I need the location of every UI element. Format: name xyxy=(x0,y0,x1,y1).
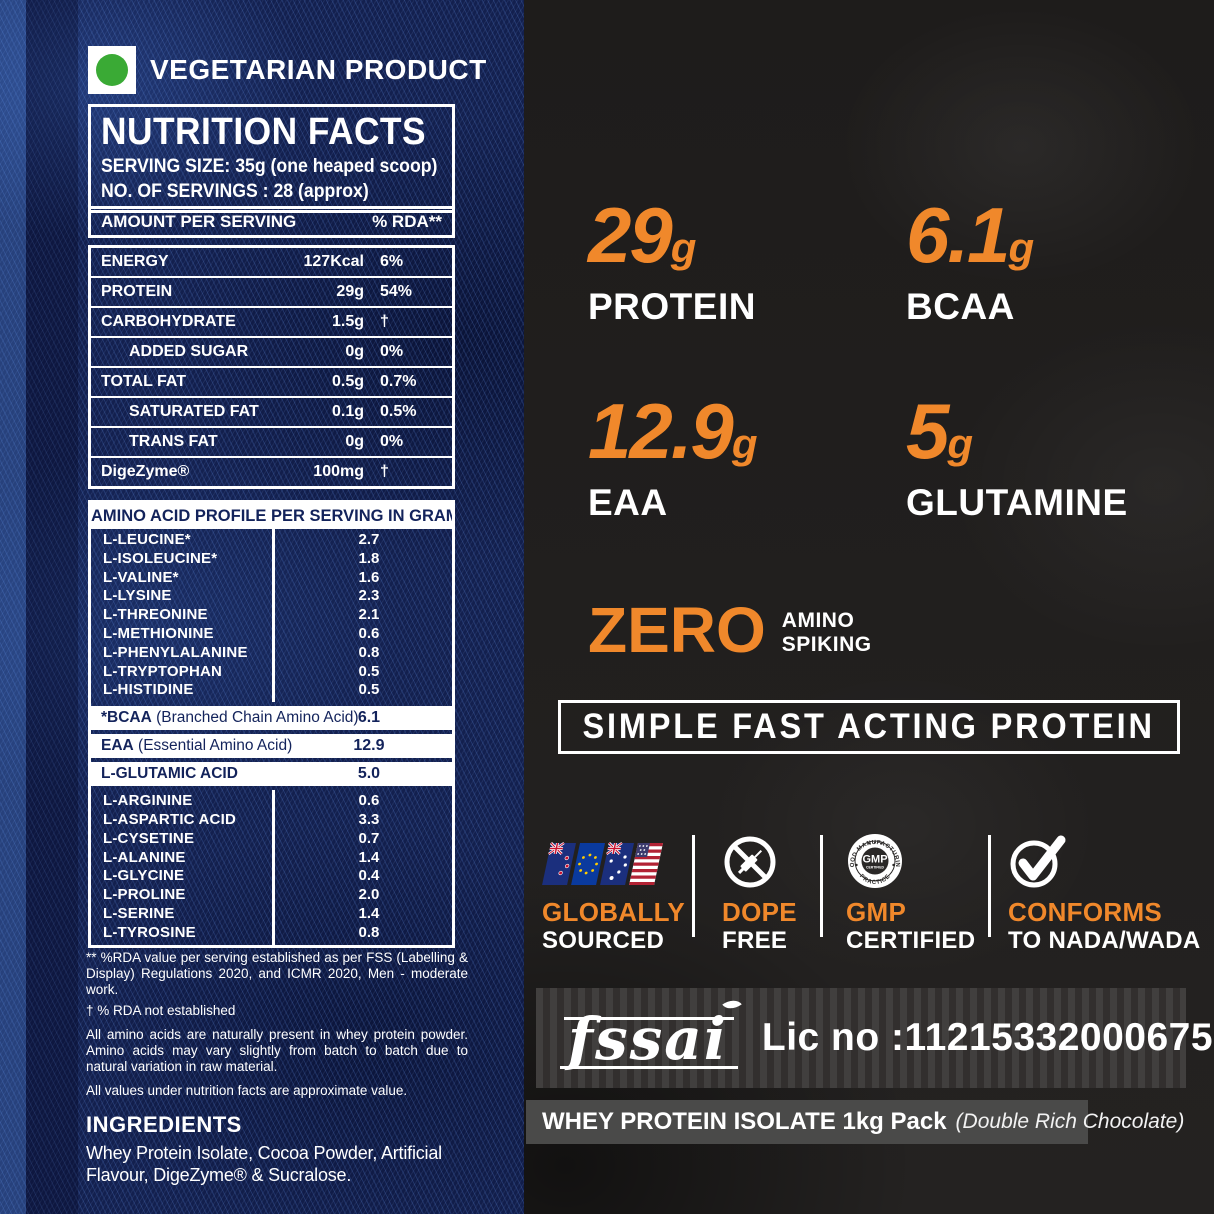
table-row-trans-fat: TRANS FAT 0g 0% xyxy=(91,428,452,458)
nutrition-facts-title: NUTRITION FACTS xyxy=(101,111,427,153)
stat-label: EAA xyxy=(588,482,668,523)
check-icon xyxy=(1008,832,1200,890)
vegetarian-mark xyxy=(88,46,136,94)
amino-row: L-LYSINE 2.3 xyxy=(103,587,380,605)
table-row-total-fat: TOTAL FAT 0.5g 0.7% xyxy=(91,368,452,398)
gmp-seal-icon: GOOD MANUFACTURING PRACTICE GMP CERTIFIE… xyxy=(846,832,975,890)
denim-panel: VEGETARIAN PRODUCT NUTRITION FACTS SERVI… xyxy=(0,0,524,1214)
ingredients-text: Whey Protein Isolate, Cocoa Powder, Arti… xyxy=(86,1142,442,1186)
product-bar: WHEY PROTEIN ISOLATE 1kg Pack (Double Ri… xyxy=(526,1100,1184,1144)
amino-row: L-METHIONINE 0.6 xyxy=(103,624,380,642)
ingredients-title: INGREDIENTS xyxy=(86,1111,242,1137)
stat-value: 5g xyxy=(906,387,974,475)
amino-row: L-PROLINE 2.0 xyxy=(103,886,380,904)
nutrition-facts-box: NUTRITION FACTS SERVING SIZE: 35g (one h… xyxy=(88,104,455,213)
stat-label: BCAA xyxy=(906,286,1015,327)
badge-separator xyxy=(820,835,823,937)
footnote-rda: ** %RDA value per serving established as… xyxy=(86,950,468,998)
zero-sub-label: AMINO SPIKING xyxy=(781,609,872,657)
amino-summary-bcaa: *BCAA (Branched Chain Amino Acid) 6.1 xyxy=(91,706,452,731)
amino-row: L-TRYPTOPHAN 0.5 xyxy=(103,662,380,680)
badge-globally-sourced: GLOBALLY SOURCED xyxy=(542,832,685,955)
amino-row: L-SERINE 1.4 xyxy=(103,904,380,922)
amino-row: L-CYSETINE 0.7 xyxy=(103,829,380,847)
stat-label: PROTEIN xyxy=(588,286,756,327)
stat-bcaa: 6.1g BCAA xyxy=(906,196,1034,328)
amino-summary-glutamic: L-GLUTAMIC ACID 5.0 xyxy=(91,762,452,787)
amino-row: L-ARGININE 0.6 xyxy=(103,792,380,810)
amino-acid-box: AMINO ACID PROFILE PER SERVING IN GRAMS … xyxy=(88,500,455,948)
nutrition-table: ENERGY 127Kcal 6% PROTEIN 29g 54% CARBOH… xyxy=(88,245,455,489)
amino-row: L-TYROSINE 0.8 xyxy=(103,923,380,941)
servings-count: NO. OF SERVINGS : 28 (approx) xyxy=(101,181,369,202)
badge-gmp-certified: GOOD MANUFACTURING PRACTICE GMP CERTIFIE… xyxy=(846,832,975,955)
badge-conforms-nada-wada: CONFORMS TO NADA/WADA xyxy=(1008,832,1200,955)
amino-row: L-HISTIDINE 0.5 xyxy=(103,681,380,699)
product-name: WHEY PROTEIN ISOLATE 1kg Pack xyxy=(542,1108,947,1135)
stat-glutamine: 5g GLUTAMINE xyxy=(906,392,1128,524)
table-row-digezyme: DigeZyme® 100mg † xyxy=(101,463,389,480)
footnote-variation: All amino acids are naturally present in… xyxy=(86,1026,468,1075)
col-amount-per-serving: AMOUNT PER SERVING xyxy=(101,212,297,231)
amino-row: L-LEUCINE* 2.7 xyxy=(103,531,380,548)
amino-acid-title: AMINO ACID PROFILE PER SERVING IN GRAMS xyxy=(91,503,452,529)
serving-size: SERVING SIZE: 35g (one heaped scoop) xyxy=(101,156,438,177)
footnote-dagger: † % RDA not established xyxy=(86,1002,236,1018)
stat-protein: 29g PROTEIN xyxy=(588,196,756,328)
footnotes: ** %RDA value per serving established as… xyxy=(86,950,468,1187)
table-row-energy: ENERGY 127Kcal 6% xyxy=(91,248,452,278)
table-row-carbohydrate: CARBOHYDRATE 1.5g † xyxy=(91,308,452,338)
footnote-approximate: All values under nutrition facts are app… xyxy=(86,1083,408,1099)
table-row-added-sugar: ADDED SUGAR 0g 0% xyxy=(91,338,452,368)
amino-row: L-VALINE* 1.6 xyxy=(103,568,380,586)
svg-text:CERTIFIED: CERTIFIED xyxy=(866,866,884,870)
table-row-protein: PROTEIN 29g 54% xyxy=(91,278,452,308)
stat-value: 12.9g xyxy=(588,387,758,475)
badge-dope-free: DOPE FREE xyxy=(722,832,797,955)
amino-summary-eaa: EAA (Essential Amino Acid) 12.9 xyxy=(91,734,452,759)
col-rda: % RDA** xyxy=(372,212,442,231)
vegetarian-green-dot-icon xyxy=(96,54,128,86)
amino-row: L-ASPARTIC ACID 3.3 xyxy=(103,810,380,828)
dark-panel: 29g PROTEIN 6.1g BCAA 12.9g EAA 5g GLUTA… xyxy=(524,0,1214,1214)
vegetarian-label: VEGETARIAN PRODUCT xyxy=(150,54,487,85)
zero-amino-spiking: ZERO AMINO SPIKING xyxy=(588,594,872,666)
amino-row: L-THREONINE 2.1 xyxy=(103,606,380,624)
fssai-logo: fssai xyxy=(560,995,742,1073)
stat-eaa: 12.9g EAA xyxy=(588,392,757,524)
amino-row: L-ISOLEUCINE* 1.8 xyxy=(103,549,380,567)
badge-separator xyxy=(988,835,991,937)
table-row-saturated-fat: SATURATED FAT 0.1g 0.5% xyxy=(91,398,452,428)
dope-free-icon xyxy=(722,832,797,890)
svg-text:GMP: GMP xyxy=(862,854,887,866)
banner-simple-fast-acting: SIMPLE FAST ACTING PROTEIN xyxy=(558,700,1180,754)
stat-label: GLUTAMINE xyxy=(906,482,1128,523)
product-flavor: (Double Rich Chocolate) xyxy=(955,1110,1185,1133)
nutrition-table-header: AMOUNT PER SERVING % RDA** xyxy=(88,206,455,238)
amino-group-2: L-ARGININE 0.6 L-ASPARTIC ACID 3.3 L-CYSET… xyxy=(91,790,452,945)
fssai-license-number: Lic no :11215332000675 xyxy=(761,1016,1214,1059)
stat-value: 6.1g xyxy=(906,191,1035,279)
fssai-bar: fssai Lic no :11215332000675 xyxy=(536,988,1213,1088)
amino-row: L-ALANINE 1.4 xyxy=(103,848,380,866)
amino-row: L-PHENYLALANINE 0.8 xyxy=(103,643,380,661)
amino-row: L-GLYCINE 0.4 xyxy=(103,867,380,885)
amino-group-1: L-LEUCINE* 2.7 L-ISOLEUCINE* 1.8 L-VALINE*… xyxy=(91,529,452,703)
badge-separator xyxy=(692,835,695,937)
flags-icon xyxy=(542,832,685,890)
stat-value: 29g xyxy=(588,191,697,279)
